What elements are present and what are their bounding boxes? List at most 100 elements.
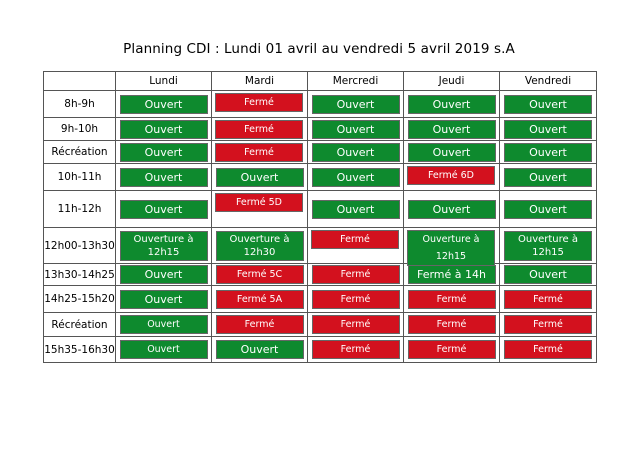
- status-badge-open: Ouvert: [311, 94, 400, 114]
- schedule-cell: Fermé à 14h: [403, 263, 500, 286]
- schedule-cell: Fermé 5D: [211, 190, 308, 228]
- schedule-cell: Fermé: [307, 285, 404, 313]
- schedule-cell: Fermé 5C: [211, 263, 308, 286]
- schedule-cell: Ouvert: [499, 163, 597, 191]
- schedule-cell: Fermé 5A: [211, 285, 308, 313]
- schedule-cell: Fermé: [307, 263, 404, 286]
- schedule-table: Lundi Mardi Mercredi Jeudi Vendredi 8h-9h Ouve…: [43, 71, 597, 363]
- schedule-cell: Ouverture à 12h30: [211, 227, 308, 264]
- status-badge-closed: Fermé: [311, 340, 400, 359]
- status-badge-open: Ouvert: [311, 167, 400, 187]
- status-badge-open: Ouverture à 12h30: [215, 230, 304, 261]
- schedule-cell: Ouvert: [307, 163, 404, 191]
- status-badge-open: Ouvert: [407, 142, 496, 162]
- status-badge-open: Ouvert: [311, 142, 400, 162]
- status-badge-closed: Fermé 5A: [215, 289, 304, 309]
- time-slot-label: 9h-10h: [43, 117, 116, 141]
- schedule-cell: Fermé: [403, 336, 500, 363]
- status-badge-closed: Fermé: [504, 340, 592, 359]
- schedule-cell: Ouvert: [307, 90, 404, 118]
- schedule-cell: Ouvert: [307, 117, 404, 141]
- schedule-cell: Fermé: [499, 285, 597, 313]
- status-badge-open: Ouvert: [119, 94, 208, 114]
- day-header: Mercredi: [307, 71, 404, 91]
- status-badge-open: Ouvert: [119, 340, 208, 359]
- table-row: 10h-11h Ouvert Ouvert Ouvert Fermé 6D Ouvert: [43, 163, 597, 191]
- schedule-cell: Ouvert: [115, 312, 212, 337]
- status-badge-closed: Fermé: [215, 315, 304, 334]
- table-row: 14h25-15h20 Ouvert Fermé 5A Fermé Fermé Fermé: [43, 285, 597, 313]
- time-slot-label: 12h00-13h30: [43, 227, 116, 264]
- schedule-cell: Ouvert: [211, 336, 308, 363]
- status-badge-open: Ouvert: [504, 142, 592, 162]
- status-badge-open: Ouvert: [407, 199, 496, 219]
- day-header: Mardi: [211, 71, 308, 91]
- schedule-cell: Ouvert: [403, 190, 500, 228]
- schedule-cell: Fermé: [307, 227, 404, 264]
- table-row: 13h30-14h25 Ouvert Fermé 5C Fermé Fermé à 14…: [43, 263, 597, 286]
- schedule-cell: Ouvert: [403, 140, 500, 164]
- status-badge-open: Ouvert: [119, 119, 208, 139]
- table-row: 11h-12h Ouvert Fermé 5D Ouvert Ouvert Ouvert: [43, 190, 597, 228]
- schedule-cell: Fermé: [307, 312, 404, 337]
- schedule-cell: Ouvert: [499, 90, 597, 118]
- table-row: 8h-9h Ouvert Fermé Ouvert Ouvert Ouvert: [43, 90, 597, 118]
- header-corner: [43, 71, 116, 91]
- schedule-cell: Fermé: [403, 285, 500, 313]
- schedule-cell: Fermé: [403, 312, 500, 337]
- status-badge-open: Ouvert: [504, 119, 592, 139]
- status-badge-closed: Fermé: [311, 289, 400, 309]
- time-slot-label: 11h-12h: [43, 190, 116, 228]
- status-badge-open: Ouvert: [311, 199, 400, 219]
- status-badge-open: Ouvert: [119, 265, 208, 284]
- day-header: Lundi: [115, 71, 212, 91]
- schedule-cell: Ouverture à 12h15: [115, 227, 212, 264]
- schedule-cell: Ouvert: [115, 336, 212, 363]
- status-badge-open: Ouvert: [407, 94, 496, 114]
- status-badge-open: Ouvert: [504, 94, 592, 114]
- schedule-cell: Ouvert: [115, 163, 212, 191]
- schedule-cell: Fermé: [499, 312, 597, 337]
- status-badge-closed: Fermé: [311, 230, 399, 249]
- status-badge-closed: Fermé: [311, 315, 400, 334]
- status-badge-open: Ouvert: [311, 119, 400, 139]
- time-slot-label: 15h35-16h30: [43, 336, 116, 363]
- status-badge-open: Ouvert: [119, 289, 208, 309]
- schedule-cell: Fermé: [211, 117, 308, 141]
- status-badge-open: Ouvert: [504, 199, 592, 219]
- status-badge-closed: Fermé 5C: [215, 265, 304, 284]
- status-badge-closed: Fermé: [215, 143, 303, 162]
- time-slot-label: 13h30-14h25: [43, 263, 116, 286]
- schedule-cell: Ouvert: [307, 190, 404, 228]
- schedule-cell: Fermé: [307, 336, 404, 363]
- page-title: Planning CDI : Lundi 01 avril au vendred…: [123, 41, 515, 57]
- time-slot-label: 8h-9h: [43, 90, 116, 118]
- schedule-cell: Ouverture à 12h15: [499, 227, 597, 264]
- schedule-cell: Ouvert: [499, 117, 597, 141]
- schedule-cell: Ouvert: [115, 190, 212, 228]
- status-badge-closed: Fermé: [407, 289, 496, 309]
- schedule-cell: Ouvert: [307, 140, 404, 164]
- schedule-cell: Ouvert: [499, 140, 597, 164]
- status-badge-closed: Fermé: [504, 289, 592, 309]
- table-row: 9h-10h Ouvert Fermé Ouvert Ouvert Ouvert: [43, 117, 597, 141]
- table-row: 15h35-16h30 Ouvert Ouvert Fermé Fermé Fermé: [43, 336, 597, 363]
- time-slot-label: Récréation: [43, 312, 116, 337]
- schedule-cell: Ouvert: [403, 90, 500, 118]
- table-row: Récréation Ouvert Fermé Ouvert Ouvert Ouvert: [43, 140, 597, 164]
- status-badge-open: Ouvert: [215, 167, 304, 187]
- status-badge-open: Ouvert: [215, 340, 304, 359]
- schedule-cell: Ouvert: [115, 285, 212, 313]
- status-badge-closed: Fermé: [504, 315, 592, 334]
- schedule-cell: Ouvert: [499, 263, 597, 286]
- schedule-cell: Ouvert: [403, 117, 500, 141]
- status-badge-open: Ouvert: [119, 142, 208, 162]
- time-slot-label: 14h25-15h20: [43, 285, 116, 313]
- status-badge-open: Ouvert: [119, 315, 208, 334]
- status-badge-open: Ouverture à 12h15: [504, 230, 592, 261]
- status-badge-closed: Fermé: [215, 93, 303, 112]
- schedule-cell: Ouvert: [115, 140, 212, 164]
- status-badge-closed: Fermé 6D: [407, 166, 495, 185]
- status-badge-closed: Fermé 5D: [215, 193, 303, 212]
- time-slot-label: Récréation: [43, 140, 116, 164]
